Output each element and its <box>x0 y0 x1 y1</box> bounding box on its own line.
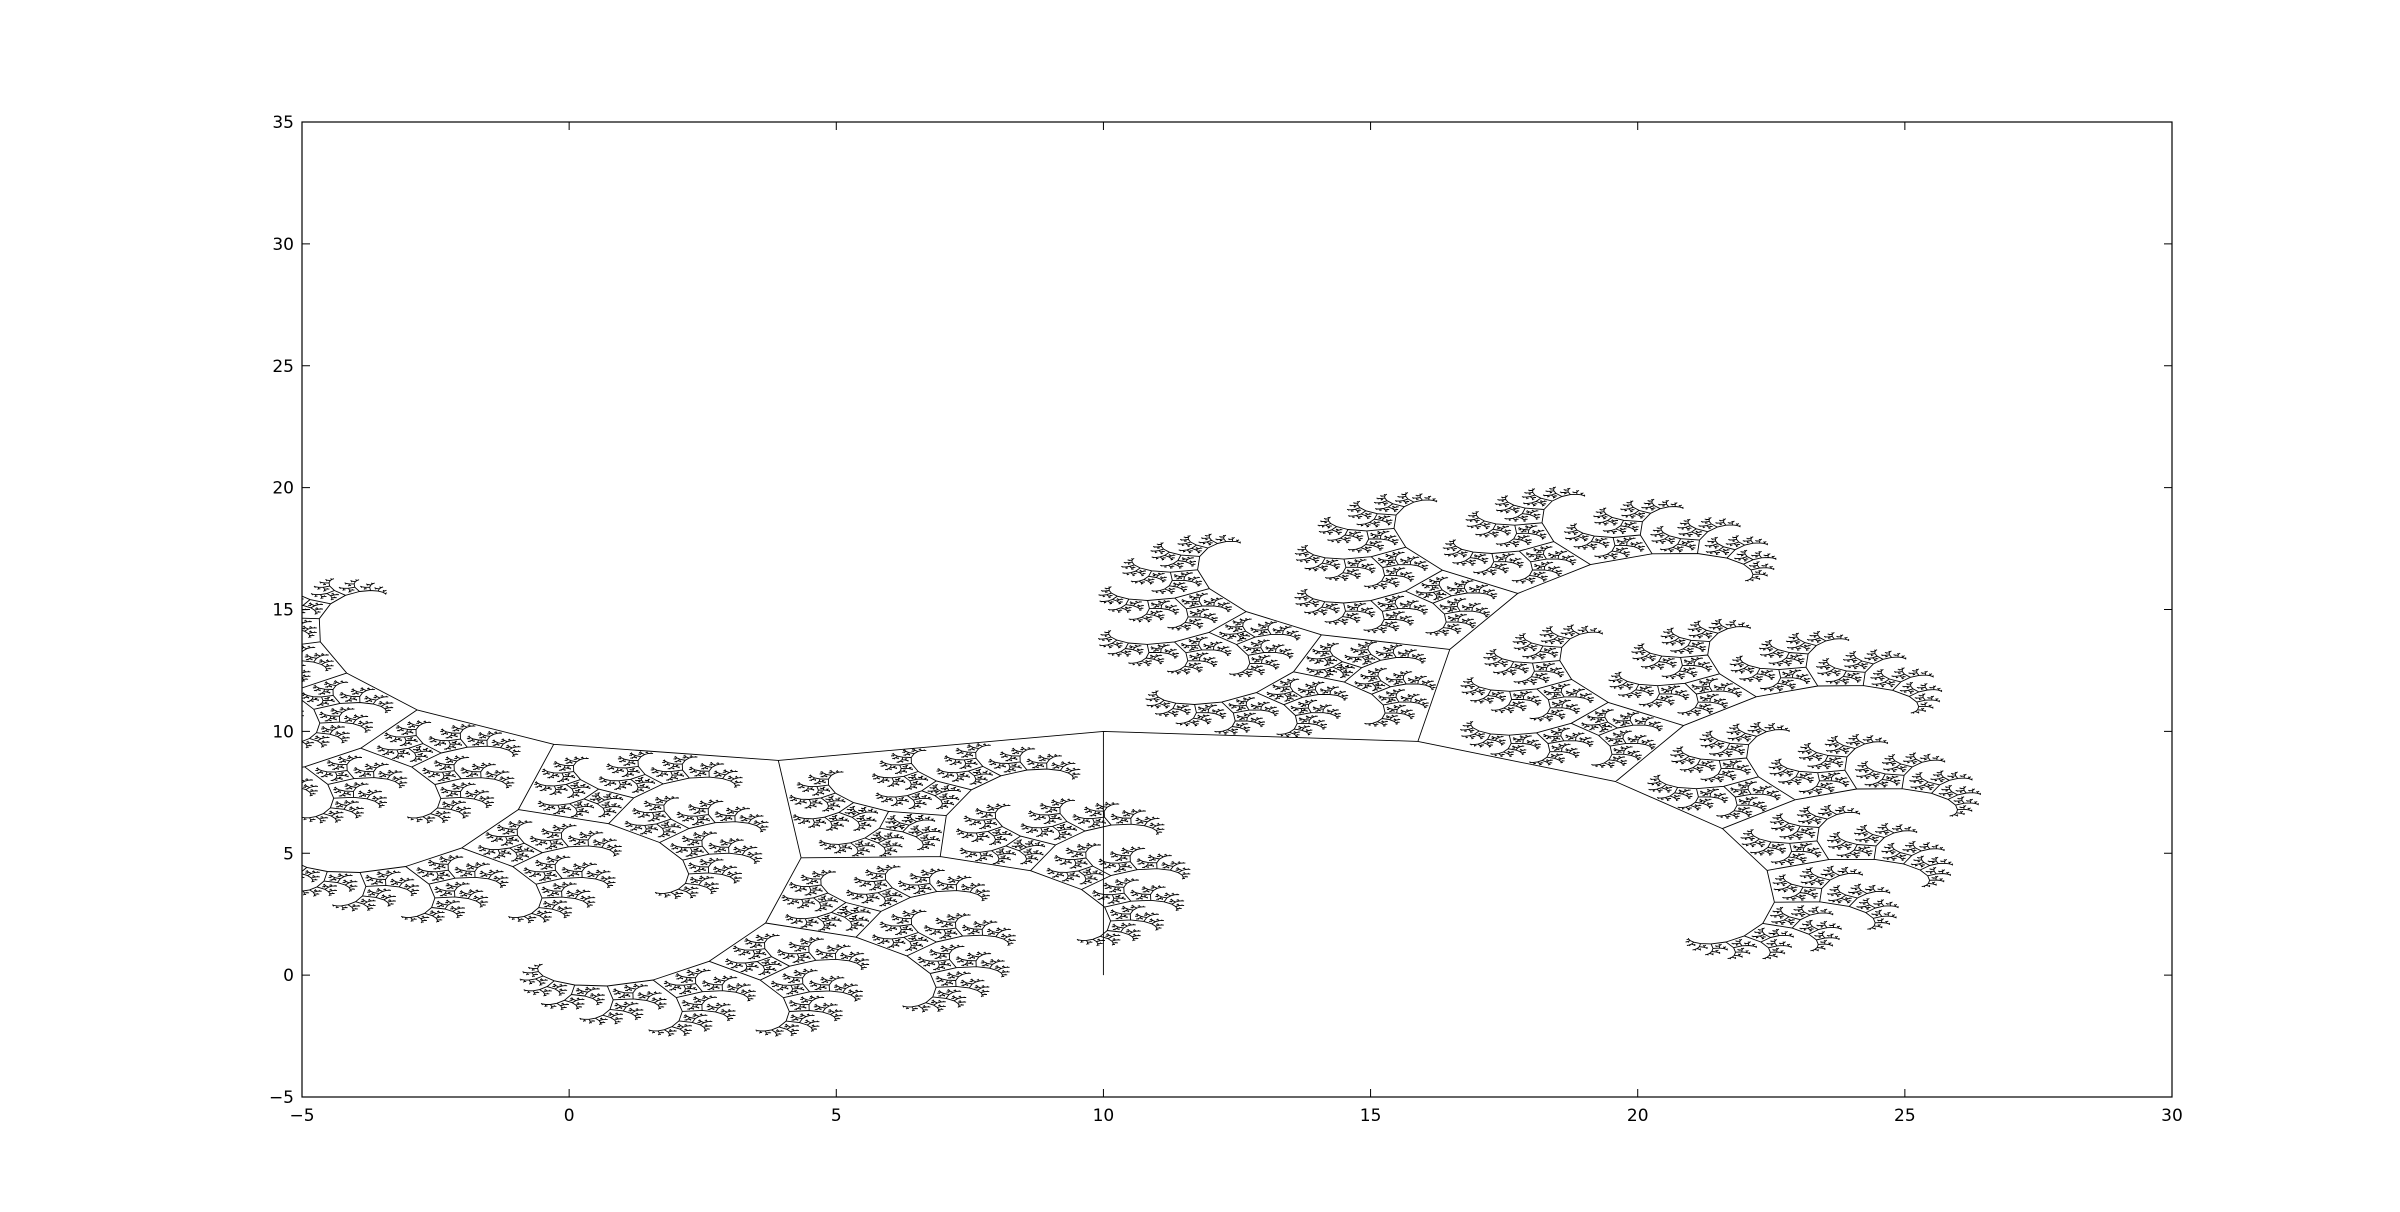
y-tick-label: 20 <box>272 479 294 499</box>
x-tick-label: 15 <box>1360 1106 1382 1126</box>
x-tick-label: 25 <box>1894 1106 1916 1126</box>
x-tick-label: 10 <box>1093 1106 1115 1126</box>
y-tick-label: 0 <box>283 966 294 986</box>
x-tick-label: 30 <box>2161 1106 2183 1126</box>
y-tick-label: −5 <box>269 1088 294 1108</box>
y-tick-label: 25 <box>272 357 294 377</box>
x-tick-label: 5 <box>831 1106 842 1126</box>
y-tick-label: 5 <box>283 844 294 864</box>
y-tick-label: 35 <box>272 113 294 133</box>
y-tick-label: 10 <box>272 722 294 742</box>
fractal-branches <box>302 486 1982 1037</box>
x-tick-label: 20 <box>1627 1106 1649 1126</box>
y-tick-label: 15 <box>272 601 294 621</box>
y-tick-label: 30 <box>272 235 294 255</box>
fractal-tree-line <box>302 486 1982 1037</box>
x-tick-label: −5 <box>289 1106 314 1126</box>
axes-frame <box>301 121 2173 1098</box>
x-tick-label: 0 <box>564 1106 575 1126</box>
axis-ticks: −5 0 5 10 15 20 25 30 −5 0 5 10 15 20 25 30 35 <box>269 113 2183 1126</box>
